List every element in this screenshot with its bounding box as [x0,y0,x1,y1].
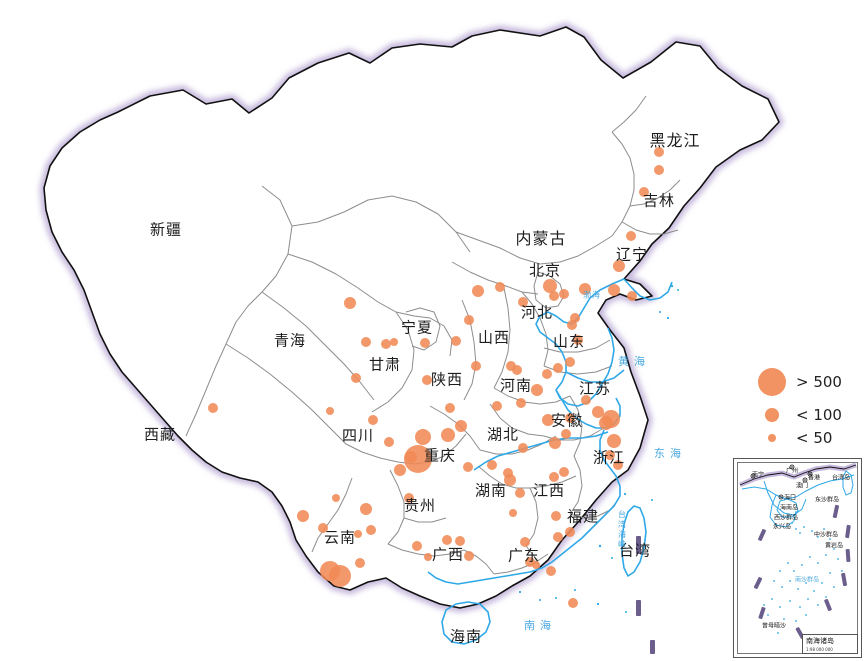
data-point [515,488,525,498]
data-point [381,339,391,349]
data-point [546,566,556,576]
data-point [504,474,516,486]
data-point [384,437,394,447]
data-point [472,285,484,297]
legend: > 500 < 100 < 50 [752,360,862,450]
data-point [404,493,414,503]
data-point [613,260,625,272]
data-point [422,375,432,385]
data-point [579,283,591,295]
data-point [543,279,557,293]
data-point [654,147,664,157]
data-point [613,460,623,470]
data-point [570,313,580,323]
data-point [318,523,328,533]
data-point [581,395,591,405]
legend-label: < 50 [796,429,833,447]
legend-dot [765,408,779,422]
data-point [607,434,621,448]
data-point [512,365,522,375]
data-point [531,384,543,396]
data-point [360,503,372,515]
data-point [520,537,530,547]
inset-inner-frame [737,462,858,654]
data-point [518,297,528,307]
data-point [626,231,636,241]
data-point [565,527,575,537]
data-point [412,541,422,551]
data-point [549,437,561,449]
data-point [542,414,554,426]
data-point [532,561,540,569]
inset-title: 南海诸岛 [806,637,834,645]
data-point [605,450,615,460]
data-point [542,369,552,379]
data-point [404,445,432,473]
legend-label: > 500 [796,373,842,391]
data-point [551,511,561,521]
data-point [455,420,467,432]
data-point [361,337,371,347]
data-point [518,443,528,453]
data-point [592,406,604,418]
south-china-sea-inset: 南宁 广州 香港 澳门 台湾岛 海口 海南岛 东沙群岛 西沙群岛 永兴岛 中沙群岛 黄岩岛 曾母暗沙 南沙… [733,458,862,658]
data-point [627,291,637,301]
data-point [332,494,340,502]
data-point [549,472,559,482]
data-point [355,558,365,568]
data-point [326,407,334,415]
data-point [599,416,613,430]
inset-scale: 1:98 000 000 [806,647,833,652]
data-point [351,373,361,383]
china-landmass [43,26,780,609]
data-point [354,530,362,538]
data-point [394,464,406,476]
data-point [516,398,526,408]
data-point [559,289,569,299]
inset-graphic [739,462,857,639]
data-point [208,403,218,413]
data-point [297,510,309,522]
inset-title-box: 南海诸岛 1:98 000 000 [802,634,858,654]
data-point [553,532,563,542]
data-point-layer [208,147,664,608]
data-point [487,460,497,470]
data-point [495,282,505,292]
data-point [464,315,474,325]
data-point [464,551,474,561]
data-point [415,429,431,445]
data-point [451,336,461,346]
data-point [344,297,356,309]
data-point [368,415,378,425]
data-point [442,535,452,545]
data-point [565,413,575,423]
legend-dot [768,434,776,442]
data-point [559,467,569,477]
legend-label: < 100 [796,406,842,424]
data-point [455,536,465,546]
data-point [320,561,340,581]
data-point [445,403,455,413]
data-point [463,462,473,472]
data-point [639,187,649,197]
data-point [509,509,517,517]
data-point [565,357,575,367]
data-point [568,598,578,608]
data-point [420,338,430,348]
data-point [492,401,502,411]
data-point [424,553,432,561]
legend-dot [758,368,786,396]
data-point [573,335,583,345]
data-point [366,525,376,535]
data-point [608,284,620,296]
data-point [390,338,398,346]
data-point [549,291,559,301]
data-point [441,428,455,442]
data-point [471,361,481,371]
data-point [553,363,563,373]
data-point [561,429,571,439]
data-point [654,165,664,175]
